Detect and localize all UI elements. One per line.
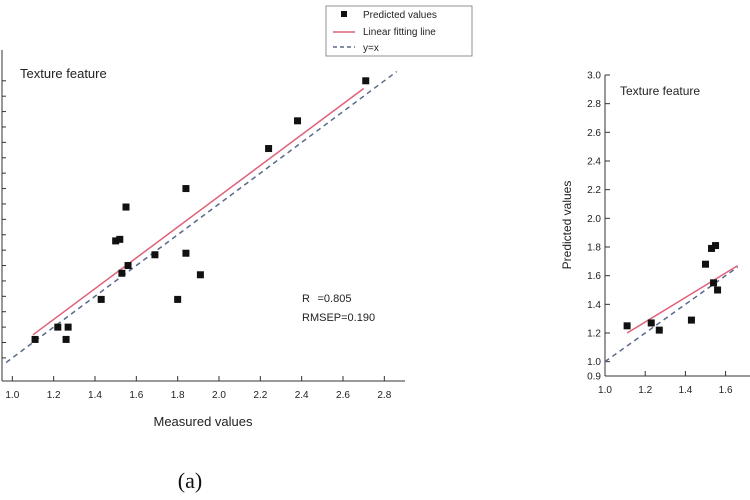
legend-label-points: Predicted values	[363, 10, 437, 21]
left-data-point	[122, 203, 130, 211]
right-x-tick-label: 1.6	[719, 385, 733, 396]
left-x-tick-label: 2.4	[295, 390, 309, 401]
left-points	[31, 77, 370, 343]
right-y-ticks: 0.9 1.0 1.2 1.4 1.6 1.8 2.0 2.2 2.4 2.6 2.8 3.0	[587, 71, 610, 383]
left-data-point	[62, 335, 70, 343]
right-data-point	[655, 326, 663, 334]
right-y-tick-label: 2.0	[587, 214, 601, 225]
left-x-tick-label: 1.8	[171, 390, 185, 401]
right-y-tick-label: 2.4	[587, 157, 601, 168]
right-y-tick-label: 2.6	[587, 128, 601, 139]
left-x-axis-label: Measured values	[154, 414, 253, 429]
left-data-point	[124, 262, 132, 270]
left-y-ticks	[2, 80, 6, 359]
right-y-tick-label: 1.0	[587, 357, 601, 368]
legend-label-fit: Linear fitting line	[363, 27, 436, 38]
right-data-point	[708, 244, 716, 252]
left-x-tick-label: 2.8	[377, 390, 391, 401]
right-y-tick-label: 0.9	[587, 372, 601, 383]
left-data-point	[362, 77, 370, 85]
left-x-ticks: 1.0 1.2 1.4 1.6 1.8 2.0 2.2 2.4 2.6 2.8	[5, 376, 392, 401]
left-stat-r2: R=0.805	[302, 293, 351, 305]
right-fit-line	[626, 264, 739, 334]
left-x-tick-label: 1.4	[88, 390, 102, 401]
left-data-point	[182, 185, 190, 193]
right-data-point	[623, 322, 631, 330]
right-data-point	[647, 319, 655, 327]
right-y-tick-label: 1.8	[587, 243, 601, 254]
left-x-tick-label: 2.0	[212, 390, 226, 401]
left-data-point	[116, 235, 124, 243]
left-fit-line	[32, 87, 365, 336]
left-data-point	[174, 295, 182, 303]
left-chart-panel: 1.0 1.2 1.4 1.6 1.8 2.0 2.2 2.4 2.6 2.8 Texture f…	[1, 5, 473, 493]
right-chart-panel: 1.0 1.2 1.4 1.6 0.9 1.0 1.2 1.4 1.6 1.8 2.0 2.2 2.4…	[560, 71, 750, 396]
legend-marker-points	[341, 11, 347, 17]
right-data-point	[702, 260, 709, 268]
right-y-tick-label: 1.2	[587, 329, 601, 340]
left-data-point	[64, 323, 72, 331]
right-y-tick-label: 2.2	[587, 185, 601, 196]
left-data-point	[151, 251, 159, 259]
right-data-point	[712, 242, 720, 250]
right-identity-line	[604, 266, 739, 363]
right-data-point	[710, 279, 718, 287]
right-annotation: Texture feature	[620, 84, 700, 98]
caption-a: (a)	[178, 468, 202, 493]
left-data-point	[265, 145, 273, 153]
left-data-point	[182, 249, 190, 257]
right-x-ticks: 1.0 1.2 1.4 1.6	[598, 371, 733, 396]
left-data-point	[118, 269, 126, 277]
left-x-tick-label: 2.2	[253, 390, 267, 401]
left-data-point	[112, 237, 120, 245]
right-x-tick-label: 1.4	[678, 385, 692, 396]
left-data-point	[294, 117, 302, 125]
left-data-point	[31, 335, 39, 343]
left-x-tick-label: 1.2	[47, 390, 61, 401]
left-x-tick-label: 1.0	[5, 390, 19, 401]
right-data-point	[687, 316, 695, 324]
right-x-tick-label: 1.0	[598, 385, 612, 396]
left-legend: Predicted values Linear fitting line y=x	[325, 5, 473, 57]
right-y-tick-label: 1.4	[587, 300, 601, 311]
left-data-point	[54, 323, 62, 331]
right-points	[623, 242, 722, 334]
left-data-point	[196, 271, 204, 279]
right-data-point	[714, 286, 722, 294]
left-annotation: Texture feature	[20, 66, 107, 81]
left-x-tick-label: 1.6	[129, 390, 143, 401]
left-x-tick-label: 2.6	[336, 390, 350, 401]
right-y-tick-label: 3.0	[587, 71, 601, 82]
legend-label-identity: y=x	[363, 43, 379, 54]
right-y-tick-label: 1.6	[587, 271, 601, 282]
right-x-tick-label: 1.2	[638, 385, 652, 396]
left-identity-line	[5, 70, 398, 364]
left-data-point	[97, 295, 105, 303]
right-y-axis-label: Predicted values	[560, 181, 574, 270]
left-stat-rmsep: RMSEP=0.190	[302, 312, 375, 324]
right-y-tick-label: 2.8	[587, 99, 601, 110]
